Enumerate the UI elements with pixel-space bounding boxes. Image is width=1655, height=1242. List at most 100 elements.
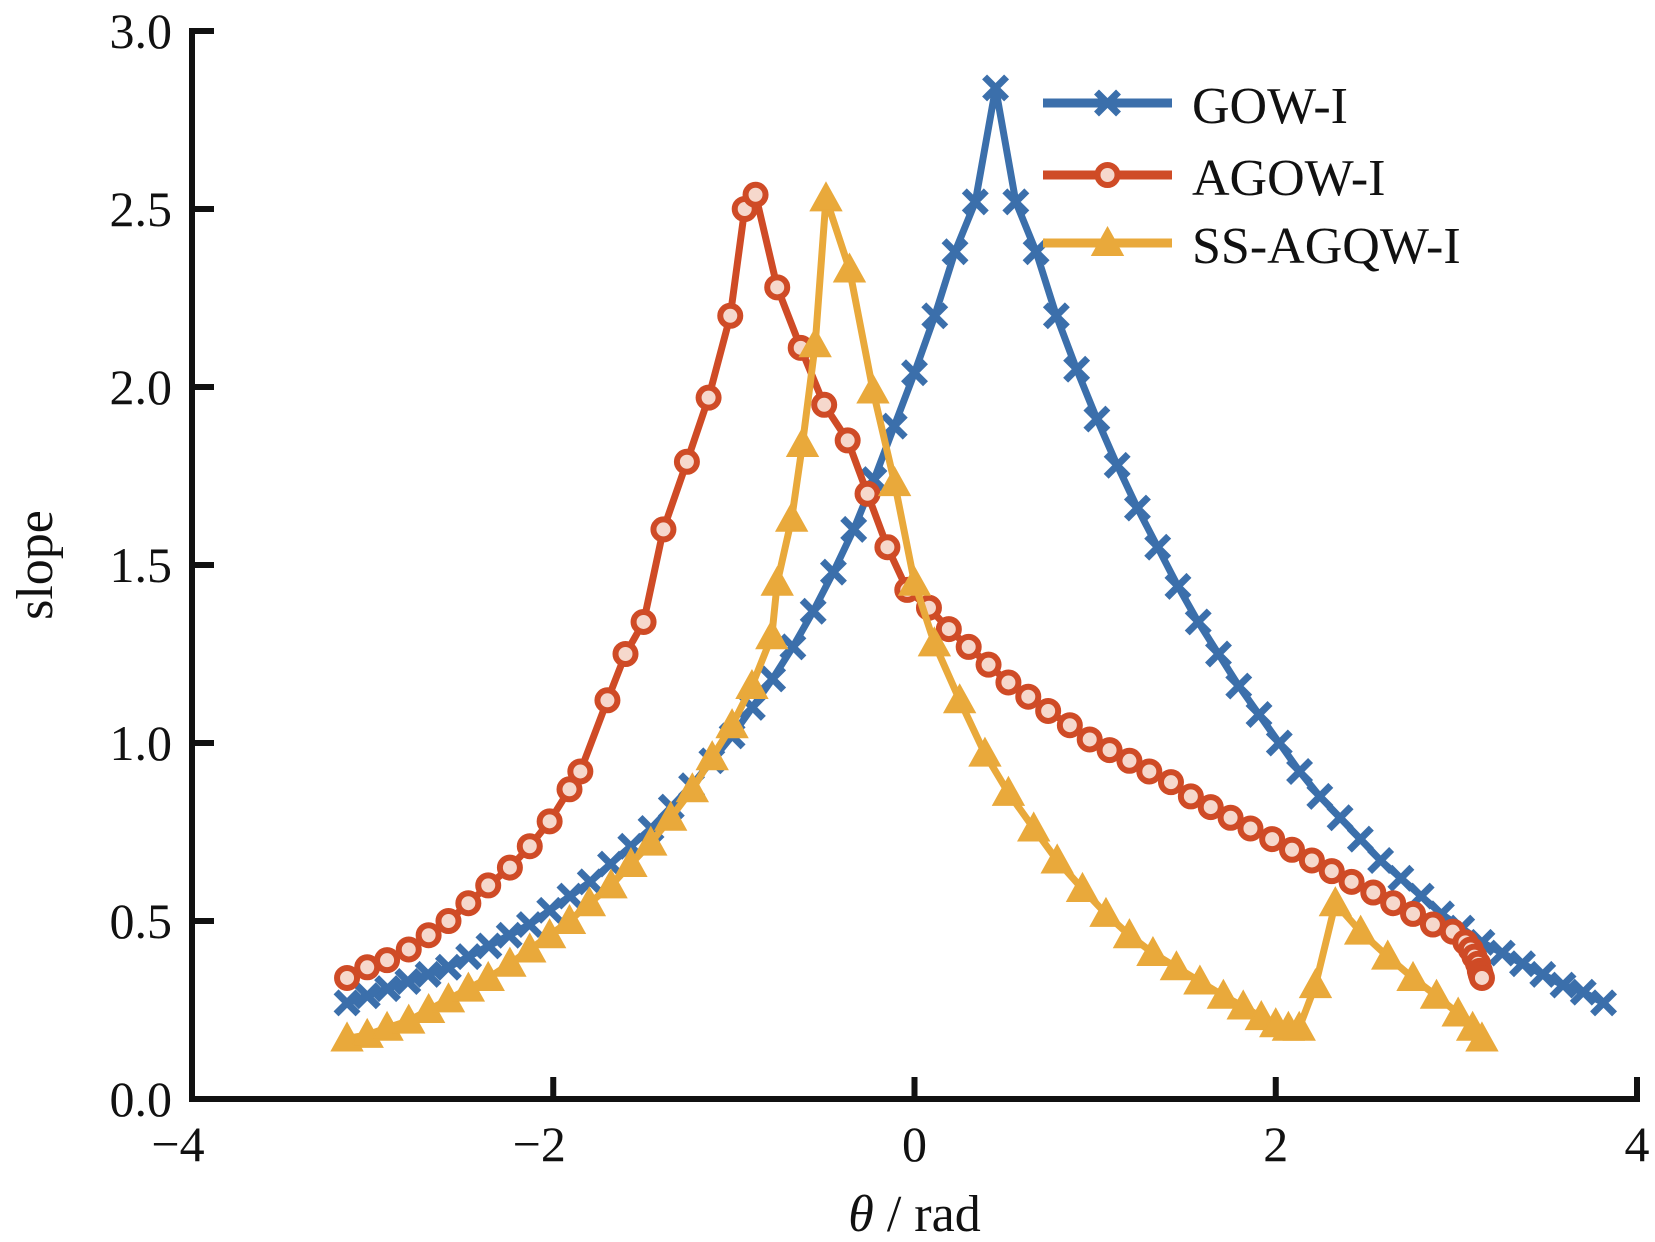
data-point-marker	[1265, 729, 1293, 757]
data-point-marker	[695, 384, 722, 411]
x-ticks: −4 −2 0 2 4	[151, 1077, 1650, 1172]
data-point-marker	[1367, 847, 1395, 874]
data-point-marker	[1509, 950, 1536, 978]
data-point-marker	[1089, 896, 1123, 927]
data-point-marker	[653, 800, 688, 831]
data-point-marker	[715, 708, 749, 739]
data-point-marker	[536, 808, 563, 835]
data-point-marker	[1136, 935, 1170, 967]
data-point-marker	[1318, 858, 1345, 885]
data-point-marker	[854, 480, 881, 507]
data-point-marker	[1590, 989, 1618, 1017]
data-point-marker	[877, 466, 912, 497]
data-point-marker	[516, 833, 543, 860]
data-point-marker	[942, 683, 977, 714]
series-agow-i	[334, 181, 1495, 991]
legend-item: AGOW-I	[1043, 150, 1386, 207]
x-axis-symbol: θ	[848, 1186, 874, 1242]
legend: GOW-I AGOW-I SS-AGQW-I	[1043, 78, 1461, 275]
data-point-marker	[1197, 794, 1224, 821]
data-point-marker	[414, 960, 442, 988]
x-tick-label: −4	[151, 1116, 204, 1172]
data-point-marker	[1245, 701, 1273, 728]
data-point-marker	[811, 391, 838, 418]
data-point-marker	[819, 558, 847, 586]
data-point-marker	[799, 597, 827, 625]
data-point-marker	[1529, 960, 1557, 988]
data-point-marker	[1184, 608, 1212, 636]
data-point-marker	[594, 687, 621, 714]
x-axis-label: θ / rad	[848, 1186, 980, 1242]
data-point-marker	[991, 775, 1026, 806]
data-point-marker	[576, 868, 604, 896]
data-point-marker	[1096, 737, 1123, 764]
data-point-marker	[1286, 758, 1314, 785]
data-point-marker	[1225, 672, 1253, 700]
data-point-marker	[968, 736, 1002, 767]
x-axis-unit: / rad	[874, 1186, 981, 1242]
data-point-marker	[1441, 996, 1475, 1027]
data-point-marker	[856, 373, 890, 404]
data-point-marker	[334, 964, 361, 991]
data-point-marker	[1569, 978, 1597, 1006]
x-tick-label: 0	[902, 1116, 927, 1172]
data-point-marker	[901, 359, 928, 387]
data-point-marker	[1083, 405, 1111, 433]
data-point-marker	[717, 302, 744, 329]
data-point-marker	[1094, 89, 1121, 117]
data-point-marker	[353, 982, 381, 1010]
data-point-marker	[495, 921, 523, 949]
data-point-marker	[1094, 162, 1121, 188]
data-point-marker	[1017, 811, 1051, 842]
data-point-marker	[556, 882, 584, 910]
data-point-marker	[995, 669, 1022, 696]
data-point-marker	[475, 872, 502, 899]
legend-label: AGOW-I	[1192, 150, 1386, 207]
data-point-marker	[572, 886, 607, 917]
data-point-marker	[1282, 1010, 1316, 1041]
data-point-marker	[897, 565, 932, 596]
data-point-marker	[435, 908, 462, 934]
data-point-marker	[496, 854, 523, 881]
data-point-marker	[673, 448, 700, 475]
data-point-marker	[556, 776, 583, 803]
data-point-marker	[1205, 640, 1232, 668]
x-tick-label: 2	[1263, 1116, 1288, 1172]
data-point-marker	[675, 772, 710, 803]
legend-label: SS-AGQW-I	[1192, 218, 1461, 275]
data-point-marker	[1159, 950, 1194, 981]
y-axis-label: slope	[7, 510, 64, 620]
data-point-marker	[614, 846, 648, 878]
data-point-marker	[1326, 804, 1354, 832]
data-point-marker	[921, 302, 949, 330]
data-point-marker	[760, 565, 794, 596]
series-line	[346, 194, 1485, 1042]
data-point-marker	[774, 501, 809, 532]
data-point-marker	[1549, 971, 1577, 999]
data-point-marker	[798, 327, 832, 358]
data-point-marker	[764, 274, 791, 301]
y-tick-label: 1.5	[110, 537, 173, 593]
data-point-marker	[455, 943, 483, 971]
data-point-marker	[1338, 868, 1365, 895]
data-point-marker	[880, 412, 908, 440]
data-point-marker	[1371, 939, 1405, 970]
data-point-marker	[475, 932, 503, 960]
data-point-marker	[1090, 225, 1125, 256]
y-tick-label: 2.0	[110, 359, 173, 415]
data-point-marker	[1387, 864, 1415, 892]
y-tick-label: 1.0	[110, 715, 173, 771]
data-point-marker	[1164, 572, 1192, 600]
data-point-marker	[1360, 879, 1387, 906]
data-point-marker	[834, 427, 861, 454]
data-point-marker	[374, 975, 402, 1003]
data-point-marker	[1015, 683, 1042, 710]
data-point-marker	[1226, 989, 1260, 1020]
data-point-marker	[1157, 769, 1184, 796]
data-point-marker	[1343, 914, 1378, 945]
data-point-marker	[536, 896, 564, 924]
data-point-marker	[1298, 847, 1325, 874]
data-point-marker	[333, 989, 361, 1017]
data-point-marker	[1468, 964, 1495, 991]
data-point-marker	[567, 758, 594, 785]
